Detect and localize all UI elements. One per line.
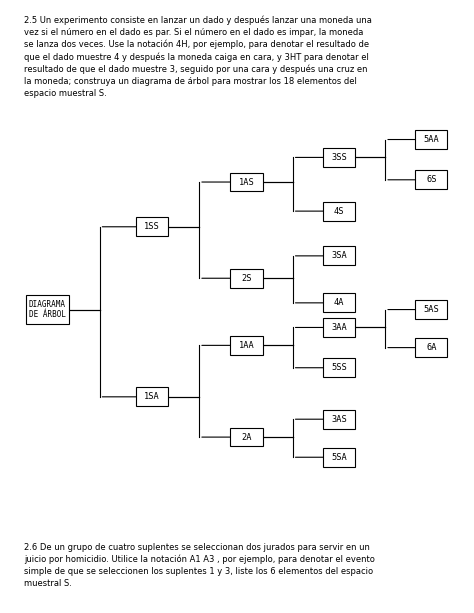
FancyBboxPatch shape [136,218,168,236]
FancyBboxPatch shape [230,336,263,355]
Text: 5SA: 5SA [331,453,347,462]
FancyBboxPatch shape [415,130,447,149]
Text: 5AS: 5AS [423,305,439,314]
Text: 6S: 6S [426,175,437,185]
FancyBboxPatch shape [323,410,355,428]
Text: 4S: 4S [334,207,344,216]
FancyBboxPatch shape [323,318,355,337]
Text: 4A: 4A [334,299,344,307]
Text: 1SA: 1SA [144,392,160,402]
FancyBboxPatch shape [323,294,355,312]
Text: 2A: 2A [241,433,252,441]
FancyBboxPatch shape [230,428,263,446]
FancyBboxPatch shape [323,148,355,167]
Text: DIAGRAMA
DE ÁRBOL: DIAGRAMA DE ÁRBOL [29,300,66,319]
Text: 6A: 6A [426,343,437,352]
FancyBboxPatch shape [230,173,263,191]
Text: 2.6 De un grupo de cuatro suplentes se seleccionan dos jurados para servir en un: 2.6 De un grupo de cuatro suplentes se s… [24,543,374,588]
FancyBboxPatch shape [136,387,168,406]
FancyBboxPatch shape [323,359,355,377]
Text: 2S: 2S [241,274,252,283]
Text: 3AS: 3AS [331,415,347,424]
Text: 1AA: 1AA [238,341,255,350]
FancyBboxPatch shape [415,300,447,319]
Text: 5SS: 5SS [331,364,347,372]
Text: 3SS: 3SS [331,153,347,162]
FancyBboxPatch shape [323,448,355,466]
Text: 5AA: 5AA [423,135,439,144]
FancyBboxPatch shape [230,269,263,287]
FancyBboxPatch shape [415,338,447,357]
Text: 3AA: 3AA [331,323,347,332]
FancyBboxPatch shape [323,202,355,221]
FancyBboxPatch shape [415,170,447,189]
Text: 2.5 Un experimento consiste en lanzar un dado y después lanzar una moneda una
ve: 2.5 Un experimento consiste en lanzar un… [24,15,372,97]
Text: 1SS: 1SS [144,223,160,231]
Text: 1AS: 1AS [238,178,255,186]
FancyBboxPatch shape [323,246,355,265]
Text: 3SA: 3SA [331,251,347,261]
FancyBboxPatch shape [26,295,69,324]
